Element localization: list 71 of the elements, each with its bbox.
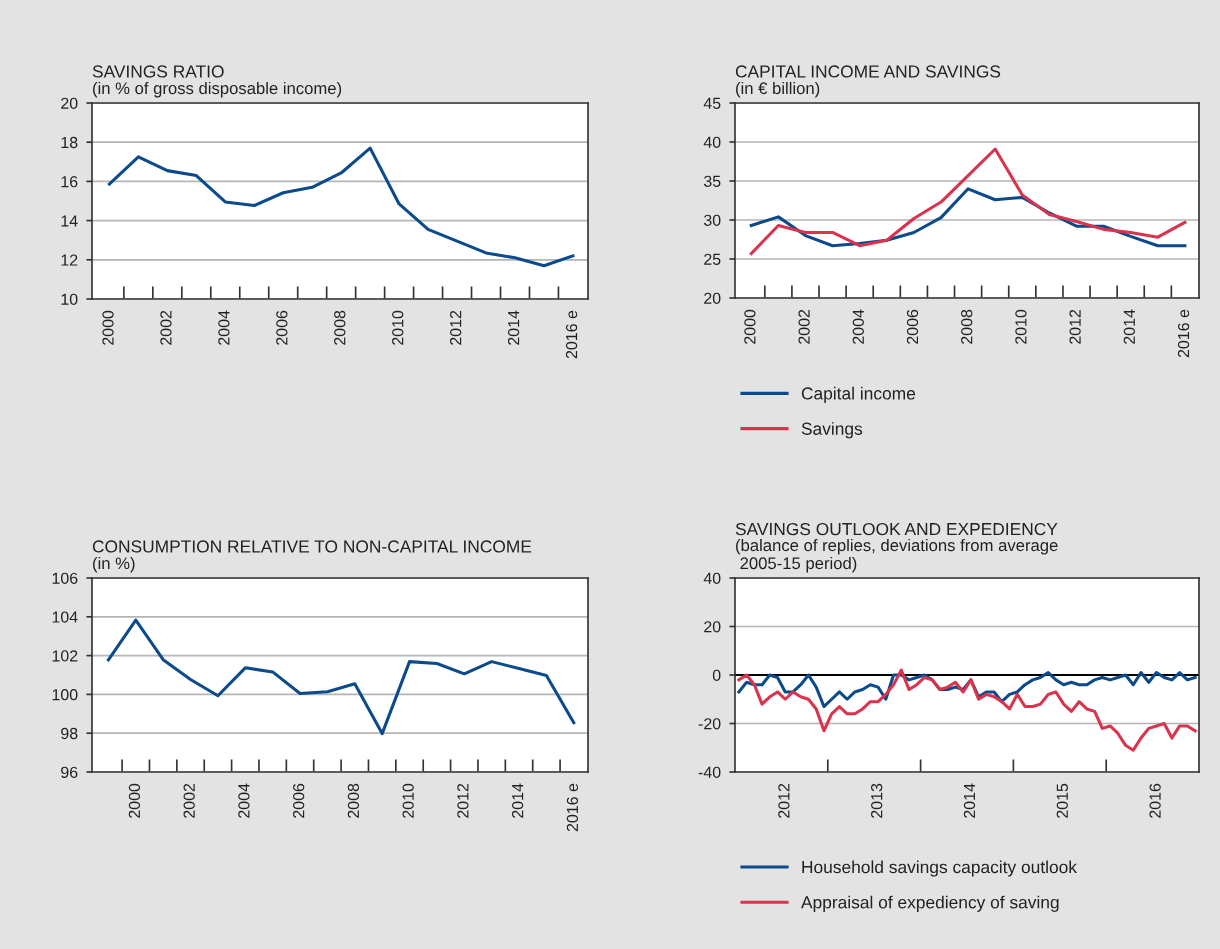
x-tick-label: 2016 e: [566, 783, 579, 832]
y-tick-label: 40: [703, 572, 721, 584]
x-tick-label: 2002: [183, 783, 195, 818]
x-tick-label: 2008: [334, 310, 346, 345]
y-tick-label: 100: [52, 689, 78, 701]
x-tick-label: 2012: [1069, 309, 1081, 344]
chart-subtitle: (in € billion): [736, 81, 820, 98]
chart-title: CONSUMPTION RELATIVE TO NON-CAPITAL INCOME: [92, 540, 532, 553]
chart-subtitle: (in % of gross disposable income): [93, 81, 342, 98]
x-tick-label: 2014: [1123, 309, 1135, 344]
legend-label: Appraisal of expediency of saving: [801, 895, 1059, 912]
line-series: [107, 146, 575, 268]
chart-title: SAVINGS OUTLOOK AND EXPEDIENCY: [735, 522, 1058, 536]
x-tick-label: 2016 e: [1177, 309, 1190, 358]
x-tick-label: 2000: [102, 310, 114, 345]
chart-subtitle: (balance of replies, deviations from average 2005-15 period): [736, 538, 1058, 573]
y-tick-label: -20: [698, 718, 721, 730]
x-tick-label: 2004: [852, 309, 864, 344]
x-tick-label: 2002: [798, 309, 810, 344]
x-tick-label: 2013: [871, 783, 883, 818]
y-tick-label: 102: [52, 650, 78, 662]
x-tick-label: 2008: [961, 309, 973, 344]
line-series: [737, 668, 1197, 752]
x-tick-label: 2016: [1149, 783, 1161, 818]
x-tick-label: 2006: [276, 310, 288, 345]
x-tick-label: 2004: [218, 310, 230, 345]
line-series: [106, 618, 576, 736]
chart-title: SAVINGS RATIO: [92, 65, 224, 78]
x-tick-label: 2006: [293, 783, 305, 818]
x-tick-label: 2000: [744, 309, 756, 344]
y-tick-label: 20: [61, 97, 78, 109]
y-tick-label: 20: [704, 292, 721, 304]
x-tick-label: 2010: [402, 783, 414, 818]
legend-label: Savings: [801, 422, 863, 439]
y-tick-label: 18: [61, 136, 78, 149]
y-tick-label: 25: [704, 253, 721, 265]
x-tick-label: 2010: [392, 310, 404, 345]
chart-subtitle: (in %): [93, 556, 135, 573]
y-tick-label: 16: [61, 176, 78, 188]
x-tick-label: 2012: [450, 310, 462, 345]
y-tick-label: 30: [703, 214, 721, 226]
x-tick-label: 2002: [160, 310, 172, 345]
x-tick-label: 2004: [238, 783, 250, 818]
y-tick-label: 104: [52, 611, 78, 623]
y-tick-label: 20: [704, 621, 721, 633]
y-tick-label: 40: [703, 136, 721, 148]
x-tick-label: 2008: [347, 783, 360, 818]
y-tick-label: 10: [61, 293, 78, 305]
x-tick-label: 2012: [457, 783, 469, 818]
line-series: [749, 147, 1187, 256]
y-tick-label: 0: [712, 669, 721, 681]
legend-label: Household savings capacity outlook: [802, 860, 1078, 877]
x-tick-label: 2014: [512, 783, 524, 818]
legend-label: Capital income: [801, 386, 916, 404]
y-tick-label: 12: [61, 254, 78, 266]
chart-title: CAPITAL INCOME AND SAVINGS: [735, 65, 1001, 78]
x-tick-label: 2010: [1015, 309, 1027, 344]
y-tick-label: 96: [61, 766, 78, 778]
x-tick-label: 2014: [963, 783, 976, 818]
x-tick-label: 2000: [128, 783, 141, 818]
y-tick-label: 98: [61, 727, 78, 740]
y-tick-label: 35: [703, 175, 721, 187]
x-tick-label: 2006: [906, 309, 919, 344]
y-tick-label: 14: [61, 215, 78, 227]
x-tick-label: 2015: [1056, 783, 1068, 818]
y-tick-label: 45: [703, 97, 721, 109]
x-tick-label: 2012: [778, 783, 790, 818]
x-tick-label: 2014: [507, 310, 520, 345]
x-tick-label: 2016 e: [565, 310, 578, 359]
y-tick-label: -40: [698, 766, 721, 778]
y-tick-label: 106: [52, 572, 78, 584]
